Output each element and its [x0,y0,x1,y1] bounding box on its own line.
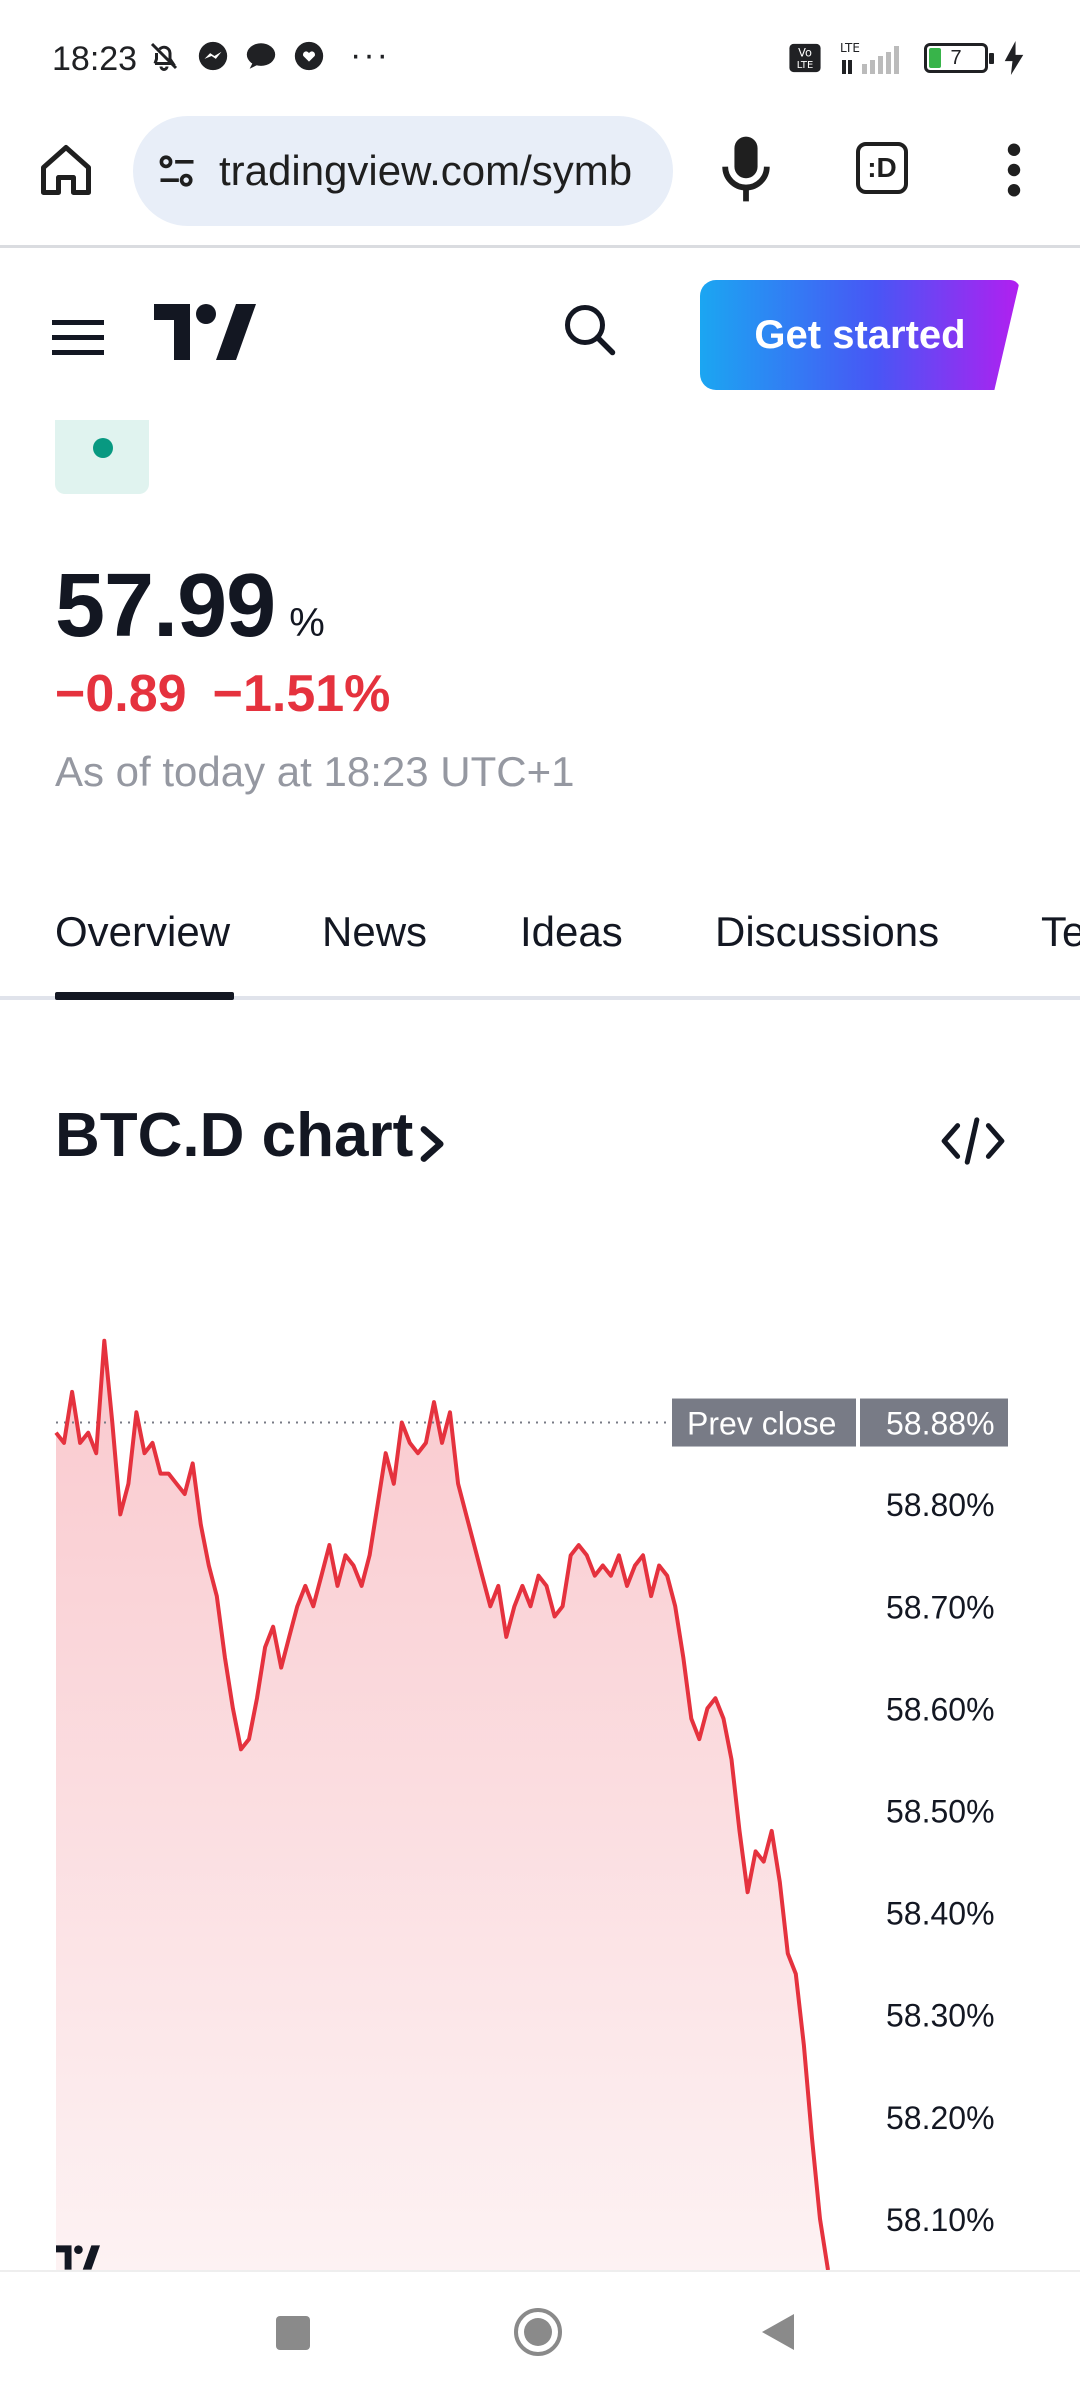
y-tick-label: 58.30% [886,1998,995,2034]
y-tick-label: 58.60% [886,1691,995,1727]
tab-technicals[interactable]: Te [1041,908,1080,955]
chat-icon [246,42,276,69]
tab-news[interactable]: News [322,908,428,955]
price-row: 57.99 % [55,555,325,658]
site-settings-icon[interactable] [155,149,199,193]
as-of-timestamp: As of today at 18:23 UTC+1 [55,748,575,795]
symbol-tabs: Overview News Ideas Discussions Te [0,880,1080,1000]
active-tab-indicator [55,992,234,1000]
last-price: 57.99 [55,556,276,656]
bell-off-icon [150,42,178,71]
site-header: Get started [0,250,1080,420]
network-label: LTE [840,41,860,55]
home-button[interactable] [512,2306,564,2358]
btc-dominance-chart[interactable]: 58.80% 58.70% 58.60% 58.50% 58.40% 58.30% 58.2… [0,1300,1080,2270]
battery-icon: 7 [924,43,994,73]
embed-code-icon[interactable] [940,1116,1006,1166]
change-absolute: −0.89 [55,665,187,723]
url-text[interactable]: tradingview.com/symb [219,147,633,194]
chart-watermark-logo [56,2245,100,2270]
messenger-icon [198,41,228,70]
microphone-icon[interactable] [718,132,774,206]
recent-apps-button[interactable] [276,2316,310,2350]
browser-toolbar: tradingview.com/symb :D [0,112,1080,248]
status-bar: 18:23 ··· Vo LTE LTE 7 [0,0,1080,112]
chart-section-title[interactable]: BTC.D chart [55,1101,414,1170]
chart-plot-area: 58.80% 58.70% 58.60% 58.50% 58.40% 58.30% 58.2… [54,1338,1008,2270]
get-started-button[interactable]: Get started [700,280,1020,390]
more-notifications-icon: ··· [350,36,390,74]
y-tick-label: 58.10% [886,2202,995,2238]
prev-close-label-bg [672,1398,856,1447]
market-status-badge [55,420,149,494]
tab-switcher-button[interactable]: :D [856,142,908,194]
home-icon[interactable] [36,140,96,200]
back-button[interactable] [760,2312,796,2352]
market-open-dot [93,438,113,458]
change-percent: −1.51% [212,665,391,723]
y-tick-label: 58.20% [886,2100,995,2136]
notification-icons: ··· [146,36,390,75]
svg-text:LTE: LTE [797,60,813,71]
price-change: −0.89 −1.51% [55,664,390,724]
search-icon[interactable] [560,300,620,360]
prev-close-value-bg [860,1398,1008,1447]
signal-icon: LTE [840,41,899,74]
charging-icon [1004,41,1024,75]
prev-close-value: 58.88% [886,1406,995,1442]
price-unit: % [289,601,325,645]
tab-overview[interactable]: Overview [55,908,231,955]
address-bar[interactable]: tradingview.com/symb [133,116,673,226]
status-time: 18:23 [52,40,138,78]
tab-discussions[interactable]: Discussions [715,908,940,955]
heart-chat-icon [294,41,324,70]
prev-close-label: Prev close [687,1406,836,1442]
y-tick-label: 58.40% [886,1896,995,1932]
chevron-right-icon[interactable] [418,1122,448,1166]
hamburger-menu-icon[interactable] [52,318,104,358]
tab-ideas[interactable]: Ideas [520,908,623,955]
browser-menu-icon[interactable] [996,142,1032,198]
tradingview-logo[interactable] [154,304,256,360]
system-icons: Vo LTE LTE 7 [788,40,1024,76]
y-tick-label: 58.80% [886,1487,995,1523]
series-line [54,1338,830,2270]
svg-text:Vo: Vo [798,46,812,60]
y-tick-label: 58.50% [886,1794,995,1830]
y-tick-label: 58.70% [886,1589,995,1625]
battery-level: 7 [950,47,962,69]
system-navigation-bar [0,2270,1080,2400]
area-fill [56,1340,828,2270]
